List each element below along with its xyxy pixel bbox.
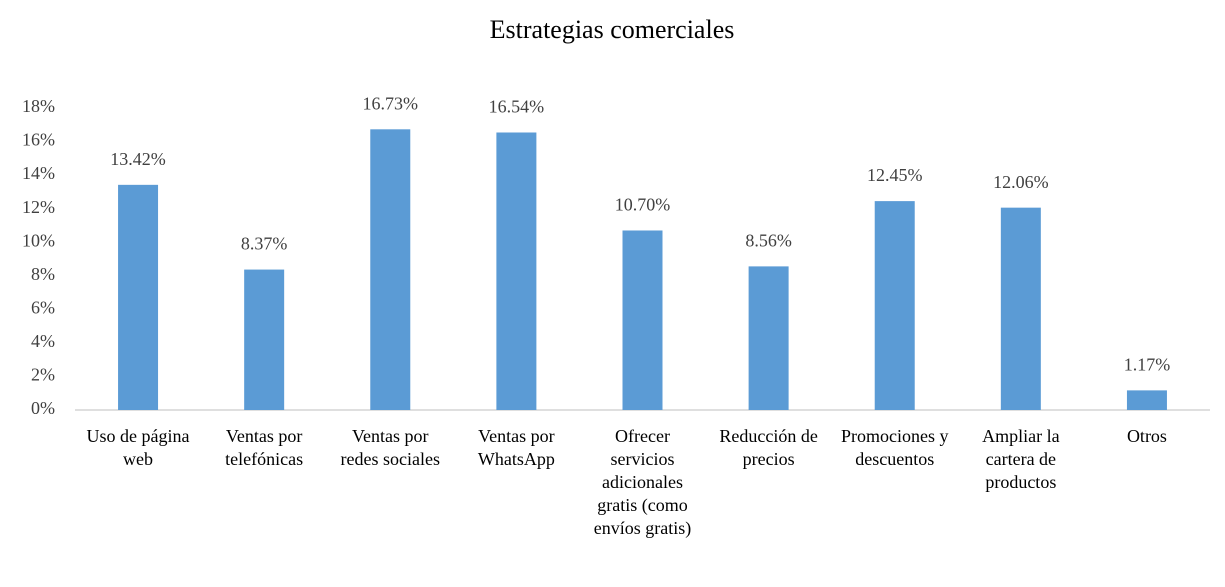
bar	[874, 201, 915, 410]
data-label: 8.37%	[241, 234, 288, 254]
y-tick-label: 16%	[22, 130, 55, 150]
x-tick-label: Ofrecer servicios adicionales gratis (co…	[593, 426, 692, 538]
data-label: 10.70%	[615, 195, 671, 215]
y-tick-label: 8%	[31, 264, 55, 284]
x-tick-label: Ventas por WhatsApp	[477, 426, 555, 469]
y-tick-label: 12%	[22, 197, 55, 217]
y-tick-label: 18%	[22, 96, 55, 116]
data-label: 16.54%	[489, 97, 545, 117]
data-label: 13.42%	[110, 149, 166, 169]
bar	[1126, 390, 1167, 410]
y-tick-label: 2%	[31, 365, 55, 385]
y-tick-label: 4%	[31, 331, 55, 351]
bar	[370, 129, 411, 410]
bar	[496, 132, 537, 411]
bar	[244, 269, 285, 410]
x-tick-label: Ventas por redes sociales	[340, 426, 440, 469]
y-tick-label: 10%	[22, 230, 55, 250]
data-label: 1.17%	[1124, 354, 1171, 374]
y-tick-label: 14%	[22, 163, 55, 183]
data-label: 16.73%	[363, 93, 419, 113]
x-tick-label: Promociones y descuentos	[840, 426, 949, 469]
data-label: 12.06%	[993, 172, 1049, 192]
data-label: 12.45%	[867, 165, 923, 185]
data-label: 8.56%	[745, 231, 792, 251]
x-tick-label: Uso de página web	[86, 426, 190, 469]
bar	[118, 184, 159, 410]
bar	[1000, 207, 1041, 410]
y-tick-label: 0%	[31, 398, 55, 418]
x-tick-label: Otros	[1126, 426, 1167, 446]
y-tick-label: 6%	[31, 297, 55, 317]
x-tick-label: Ventas por telefónicas	[225, 426, 304, 469]
bar	[622, 230, 663, 410]
bar	[748, 266, 789, 410]
x-tick-label: Ampliar la cartera de productos	[982, 426, 1060, 492]
chart-title: Estrategias comerciales	[490, 15, 735, 44]
x-tick-label: Reducción de precios	[719, 426, 818, 469]
